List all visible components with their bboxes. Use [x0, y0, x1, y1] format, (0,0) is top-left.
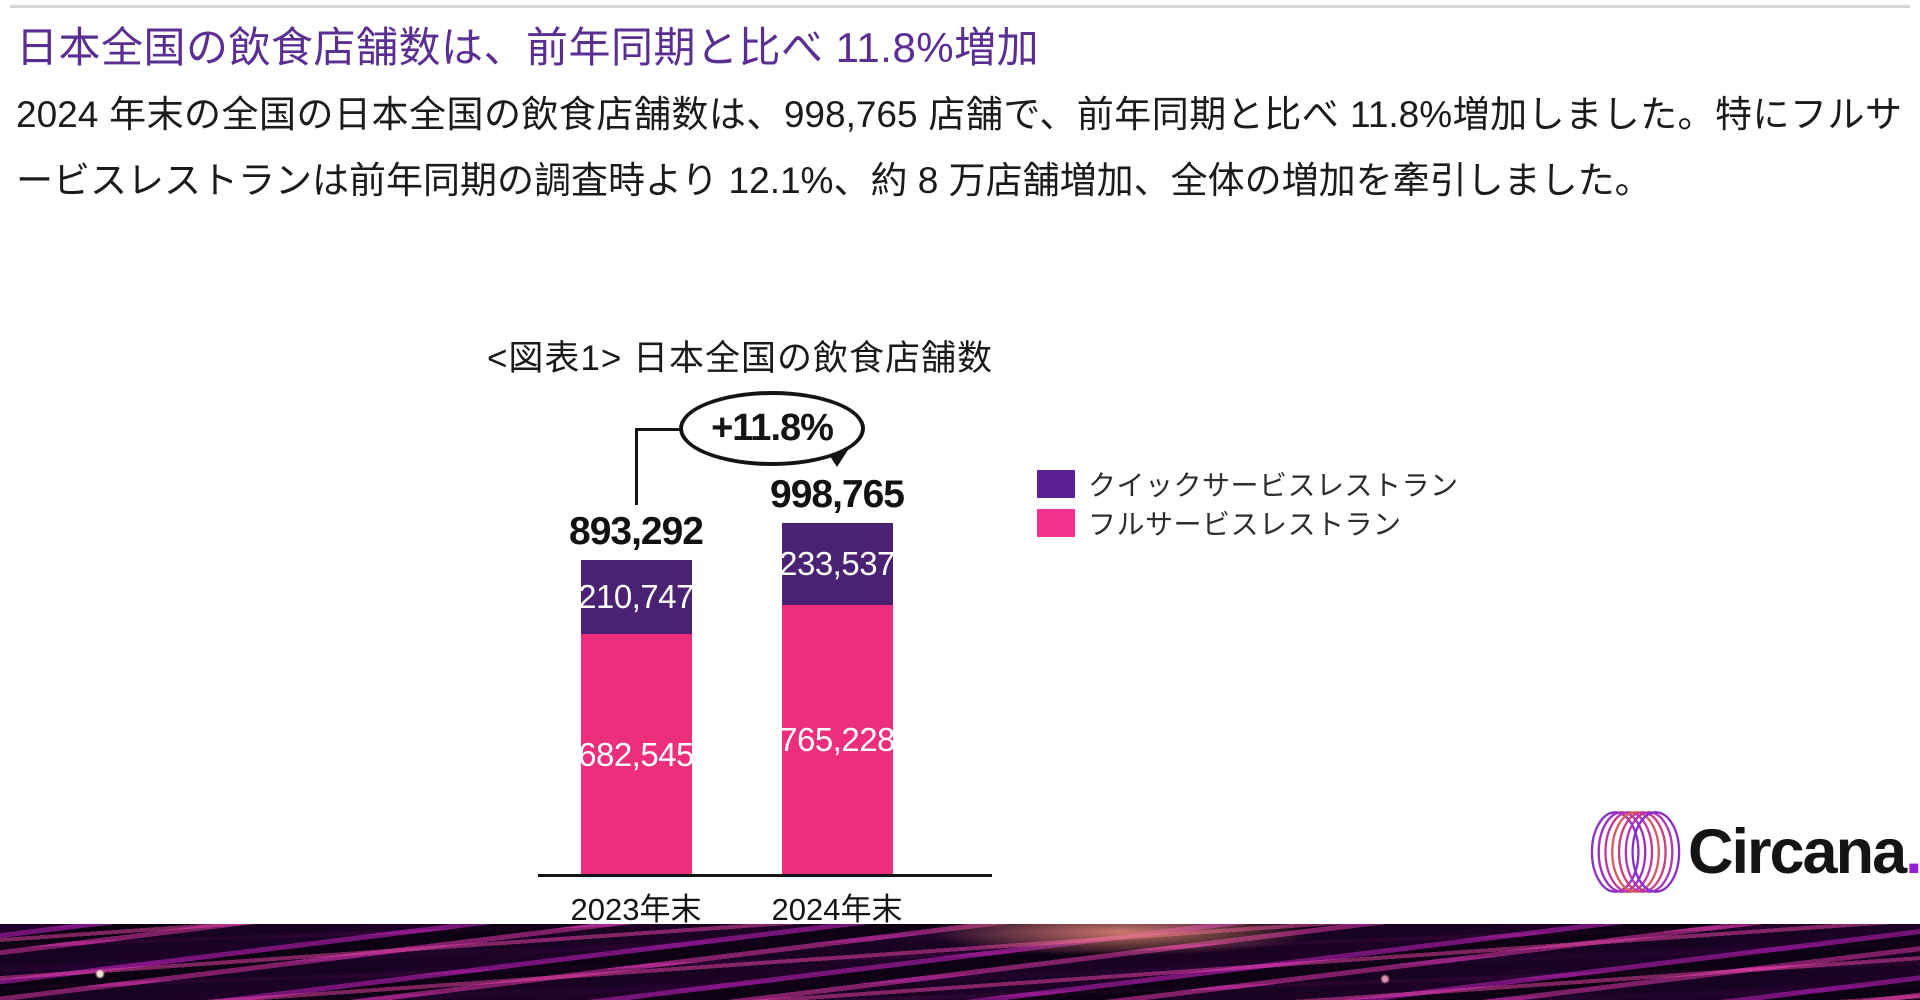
full-service-segment: 765,228: [781, 605, 893, 875]
bar-total-label: 998,765: [770, 473, 905, 516]
legend-item-full-service: フルサービスレストラン: [1037, 508, 1459, 540]
circana-logo: Circana.: [1590, 808, 1920, 896]
chart-legend: クイックサービスレストラン フルサービスレストラン: [1037, 469, 1459, 540]
chart-title: <図表1> 日本全国の飲食店舗数: [486, 339, 994, 378]
bracket-left-line: [635, 429, 638, 505]
bar-total-label: 893,292: [569, 510, 704, 554]
qsr-color-swatch: [1037, 470, 1075, 498]
growth-annotation: +11.8%: [679, 391, 865, 466]
growth-annotation-label: +11.8%: [711, 407, 834, 449]
bar-x-label: 2024年末: [771, 892, 903, 927]
legend-label-fsr: フルサービスレストラン: [1088, 509, 1402, 540]
segment-value-label: 210,747: [580, 578, 692, 616]
decorative-footer-image: [0, 924, 1920, 1000]
x-axis-line: [538, 874, 992, 877]
segment-value-label: 233,537: [781, 545, 893, 583]
body-paragraph: 2024 年末の全国の日本全国の飲食店舗数は、998,765 店舗で、前年同期と…: [16, 94, 1902, 201]
page-title: 日本全国の飲食店舗数は、前年同期と比べ 11.8%増加: [16, 24, 1040, 71]
full-service-segment: 682,545: [580, 634, 692, 875]
stacked-bar: 233,537 765,228: [781, 523, 893, 875]
legend-label-qsr: クイックサービスレストラン: [1088, 470, 1459, 501]
top-divider: [10, 5, 1910, 8]
bar-x-label: 2023年末: [570, 892, 702, 927]
stacked-bar: 210,747 682,545: [580, 560, 692, 875]
fsr-color-swatch: [1037, 509, 1075, 537]
quick-service-segment: 233,537: [781, 523, 893, 606]
circana-logo-text: Circana: [1688, 817, 1907, 887]
circana-logo-dot: .: [1905, 816, 1920, 888]
legend-item-quick-service: クイックサービスレストラン: [1037, 469, 1459, 501]
quick-service-segment: 210,747: [580, 560, 692, 635]
circana-sphere-icon: [1590, 811, 1681, 893]
segment-value-label: 765,228: [781, 721, 893, 759]
segment-value-label: 682,545: [580, 735, 692, 773]
